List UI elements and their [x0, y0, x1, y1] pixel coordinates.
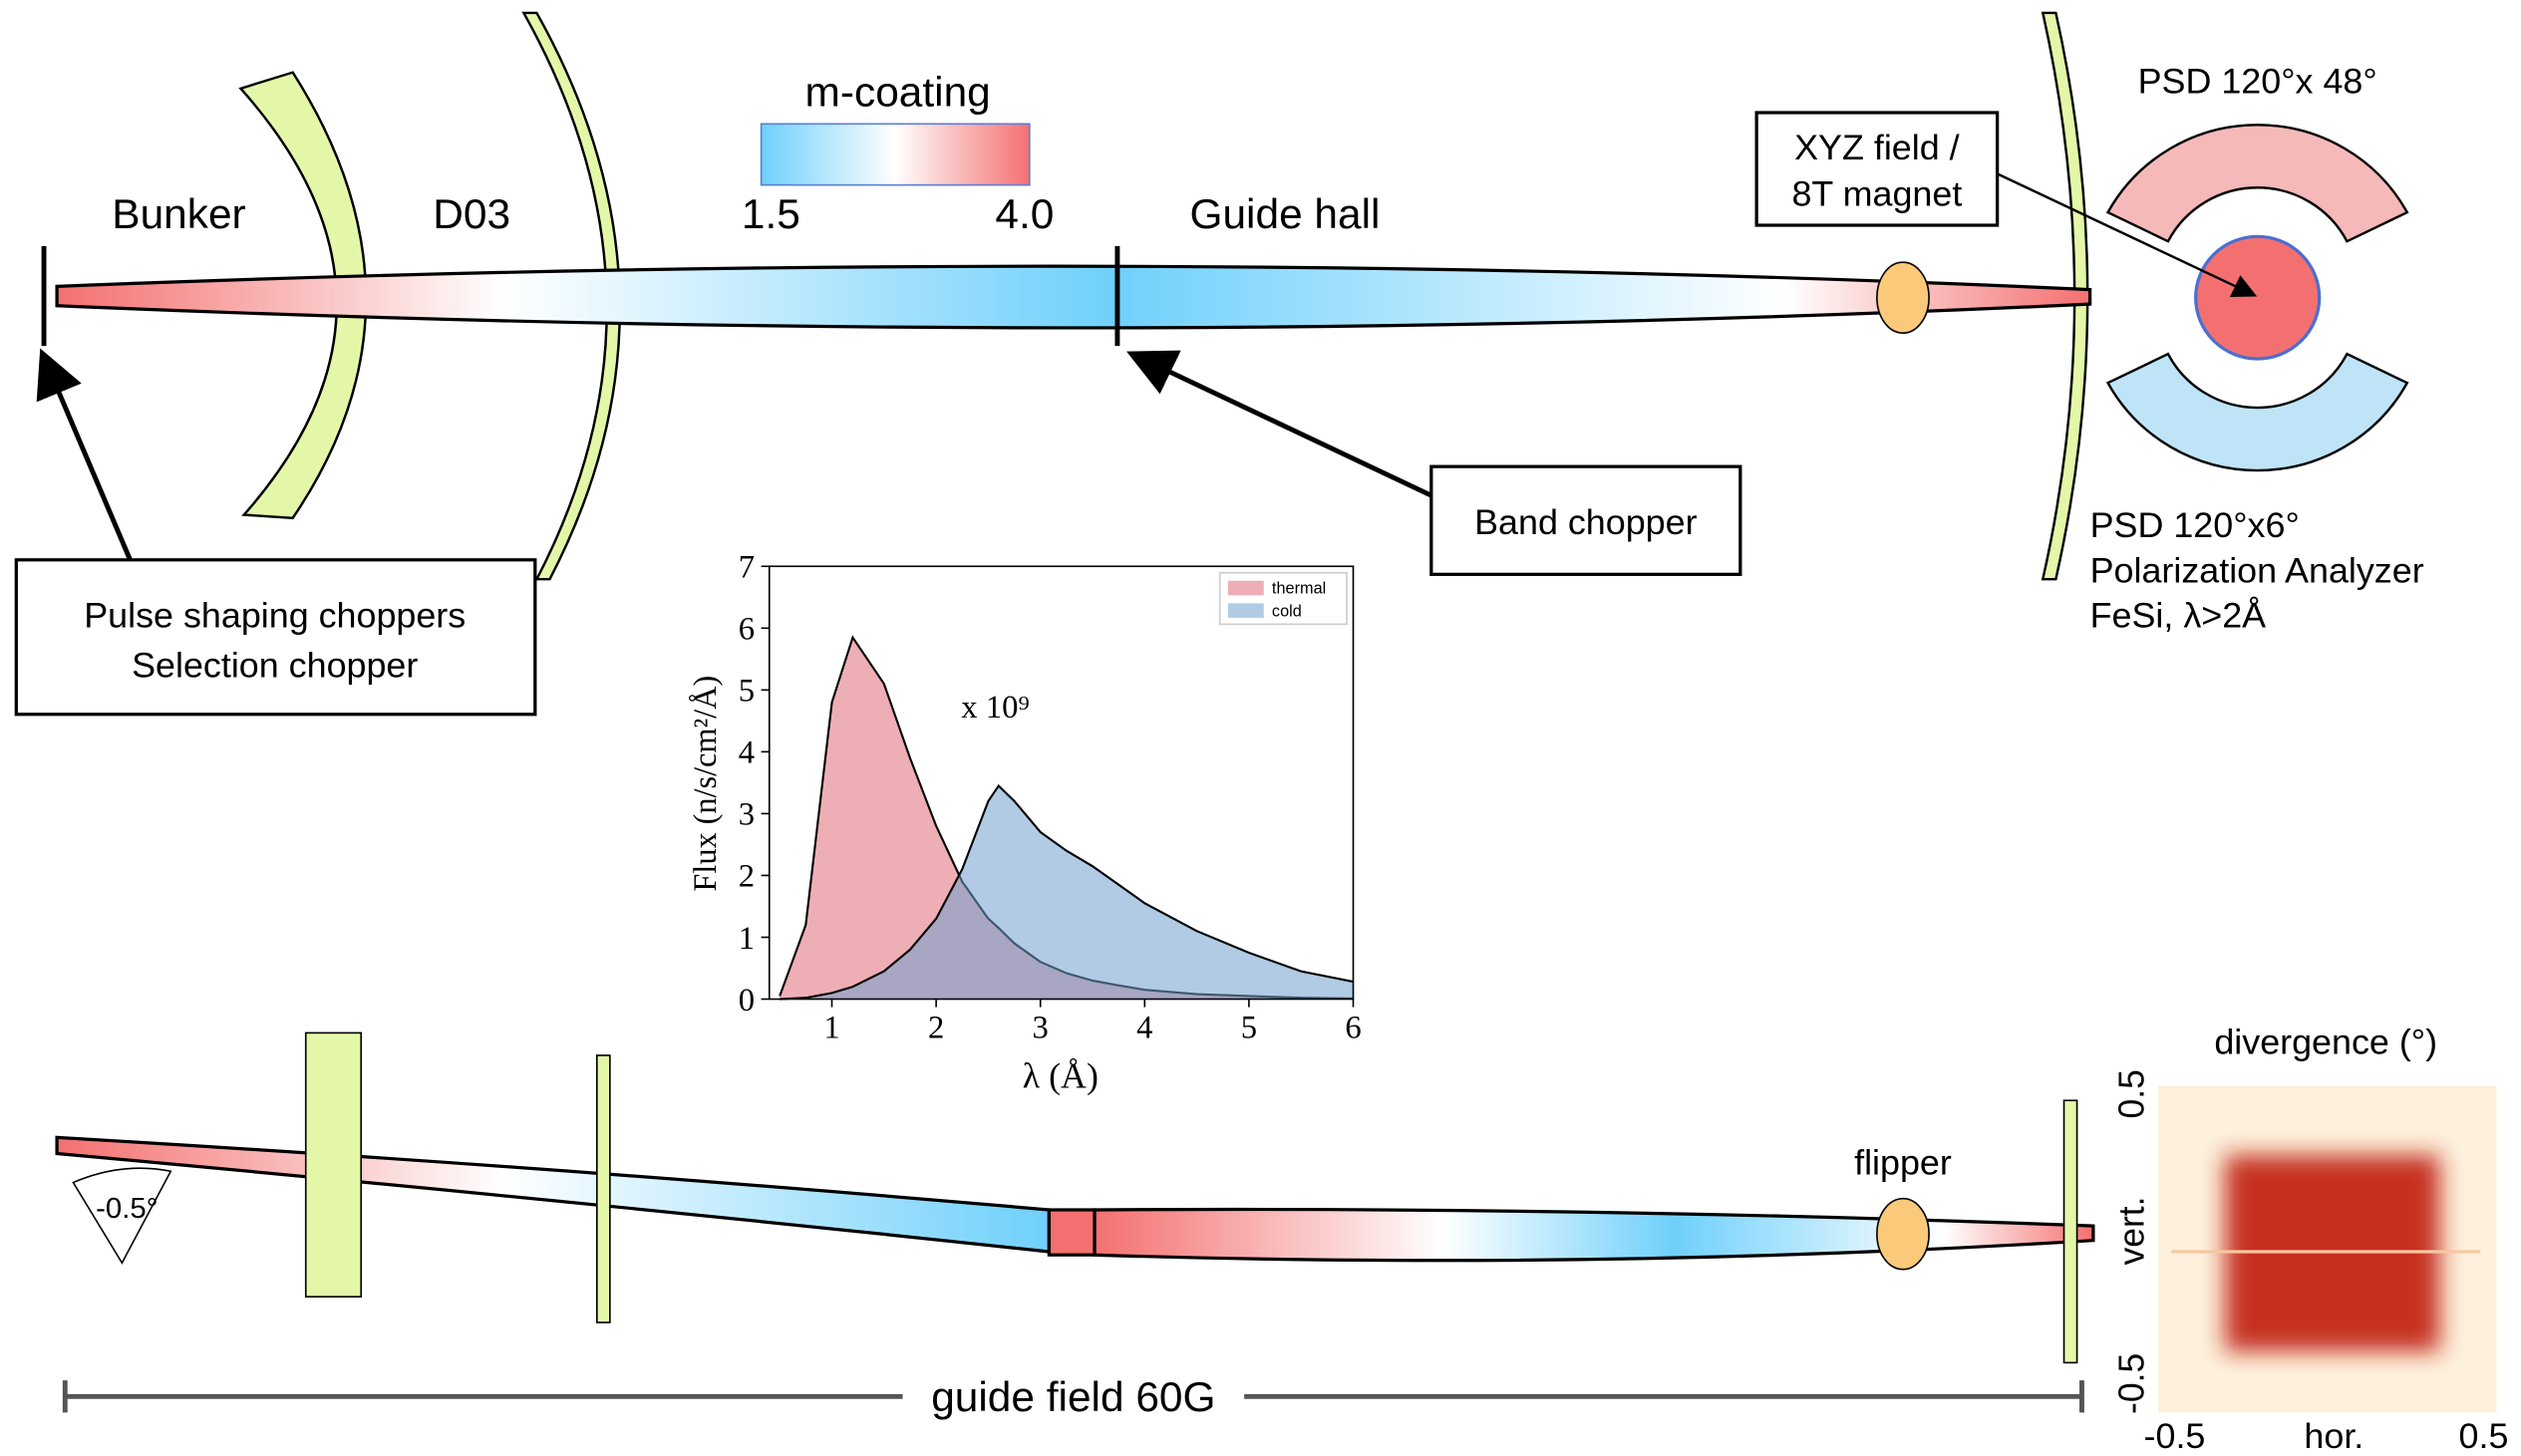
chopper-disk [238, 71, 368, 520]
colorbar [760, 123, 1031, 186]
detector [2062, 1099, 2078, 1364]
box [1429, 464, 1742, 576]
label: 8T magnet [1791, 174, 1962, 214]
sample [2194, 234, 2322, 361]
label: guide field 60G [931, 1373, 1215, 1420]
chopper-disk [595, 1054, 611, 1323]
guide [1093, 1207, 2095, 1263]
box [14, 558, 537, 717]
legend-swatch [1227, 603, 1264, 618]
label: PSD 120°x 48° [2138, 62, 2377, 102]
guide-piece [1047, 1208, 1097, 1257]
label: -0.5° [96, 1193, 158, 1225]
tick-label: 0.5 [2459, 1416, 2509, 1456]
y-tick-label: 7 [739, 550, 755, 586]
label: Guide hall [1189, 190, 1380, 237]
axis-label: hor. [2304, 1416, 2363, 1456]
y-tick-label: 0 [739, 983, 755, 1019]
tick-label: 0.5 [2111, 1069, 2151, 1118]
y-tick-label: 1 [739, 921, 755, 957]
legend-swatch [1227, 580, 1264, 596]
flux-chart: x 10⁹ Flux (n/s/cm²/Å) λ (Å) 1 2 3 4 5 6 0 1 2 3 4… [688, 550, 1362, 1096]
flipper [1876, 1197, 1930, 1271]
y-axis-label: Flux (n/s/cm²/Å) [688, 676, 724, 892]
legend-label: thermal [1272, 580, 1326, 598]
label: divergence (°) [2214, 1022, 2437, 1062]
y-tick-label: 5 [739, 674, 755, 710]
psd-top [2105, 124, 2409, 243]
arrow [1997, 172, 2258, 298]
label: Polarization Analyzer [2090, 551, 2424, 591]
x-tick-label: 6 [1345, 1010, 1361, 1045]
y-tick-label: 3 [739, 797, 755, 833]
label: Band chopper [1474, 502, 1698, 542]
guide [55, 1135, 1052, 1254]
label: PSD 120°x6° [2090, 505, 2300, 545]
area-fill [780, 785, 1354, 1000]
label: flipper [1854, 1143, 1952, 1183]
label: m-coating [805, 69, 991, 116]
axis-label: vert. [2111, 1196, 2151, 1265]
legend-label: cold [1272, 602, 1302, 620]
label: Bunker [112, 190, 245, 237]
psd-bottom [2105, 352, 2409, 472]
label: Pulse shaping choppers [84, 596, 466, 636]
plot-frame [768, 565, 1355, 1001]
x-axis-label: λ (Å) [1023, 1055, 1099, 1095]
angle-marker [72, 1167, 172, 1265]
label: XYZ field / [1794, 128, 1960, 167]
tick-label: -0.5 [2111, 1353, 2151, 1414]
chopper-disk [521, 11, 622, 581]
x-tick-label: 5 [1241, 1010, 1257, 1045]
label: Selection chopper [132, 646, 418, 686]
x-tick-label: 4 [1136, 1010, 1152, 1045]
guide [55, 264, 2092, 330]
arrow [36, 348, 133, 561]
y-tick-label: 6 [739, 612, 755, 648]
label: D03 [433, 190, 510, 237]
flipper [1876, 261, 1930, 334]
chopper-disk [304, 1031, 363, 1298]
area-line [780, 783, 1354, 1001]
x-tick-label: 3 [1033, 1010, 1049, 1045]
area-fill [780, 637, 1354, 1000]
tick-label: -0.5 [2144, 1416, 2206, 1456]
y-tick-label: 2 [739, 859, 755, 895]
x-tick-label: 1 [823, 1010, 839, 1045]
annotation: x 10⁹ [961, 690, 1029, 726]
x-tick-label: 2 [928, 1010, 944, 1045]
label: FeSi, λ>2Å [2090, 596, 2267, 636]
label: 4.0 [995, 190, 1054, 237]
detector-arc [2041, 11, 2089, 581]
y-tick-label: 4 [739, 735, 755, 771]
arrow [1126, 350, 1432, 498]
label: 1.5 [742, 190, 800, 237]
box [1754, 111, 2000, 227]
